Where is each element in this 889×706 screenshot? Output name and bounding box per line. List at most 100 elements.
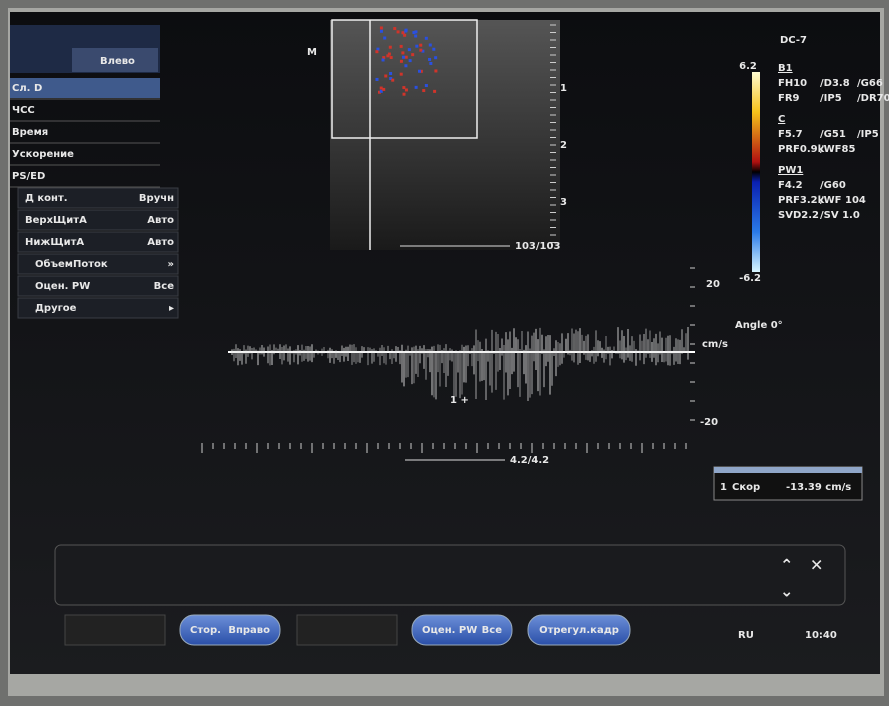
param-value: /G51 bbox=[820, 129, 846, 140]
menu-item[interactable] bbox=[17, 297, 179, 319]
color-flow-speckle bbox=[428, 43, 432, 47]
color-flow-speckle bbox=[418, 69, 422, 73]
param-value: /WF 104 bbox=[820, 195, 866, 206]
color-flow-speckle bbox=[386, 54, 390, 58]
color-flow-speckle bbox=[432, 47, 436, 51]
color-flow-speckle bbox=[399, 59, 403, 63]
depth-label: 3 bbox=[560, 197, 567, 208]
color-scale-max: 6.2 bbox=[739, 61, 757, 72]
menu-item-value: Вручн bbox=[139, 193, 174, 204]
menu-item-label: ОбъемПоток bbox=[35, 258, 108, 270]
velocity-label: -20 bbox=[700, 417, 718, 428]
color-flow-speckle bbox=[402, 92, 406, 96]
param-value: /DR70 bbox=[857, 93, 889, 104]
empty-slot bbox=[296, 614, 398, 646]
menu-item-label: Д конт. bbox=[25, 193, 68, 204]
param-value: /IP5 bbox=[820, 93, 842, 104]
color-flow-speckle bbox=[378, 90, 382, 94]
language-indicator: RU bbox=[738, 630, 754, 641]
soft-key-label: Отрегул.кадр bbox=[539, 625, 619, 636]
param-value: PRF3.2k bbox=[778, 195, 825, 206]
color-flow-speckle bbox=[404, 55, 408, 59]
color-flow-speckle bbox=[375, 50, 379, 54]
close-icon[interactable]: ✕ bbox=[810, 556, 823, 575]
soft-key[interactable] bbox=[527, 614, 631, 646]
param-value: /D3.8 bbox=[820, 78, 850, 89]
menu-item-label: Ускорение bbox=[12, 149, 74, 160]
menu-item-value: ▸ bbox=[169, 303, 174, 314]
depth-label: 2 bbox=[560, 140, 567, 151]
menu-item-value: Все bbox=[154, 281, 175, 292]
color-flow-speckle bbox=[421, 49, 425, 53]
color-flow-speckle bbox=[401, 51, 405, 55]
velocity-unit: cm/s bbox=[702, 339, 728, 350]
measurement-label: Скор bbox=[732, 482, 760, 493]
menu-item-label: ВерхЩитА bbox=[25, 215, 87, 226]
measurement-index: 1 bbox=[720, 482, 727, 493]
color-flow-speckle bbox=[428, 57, 432, 61]
param-value: F5.7 bbox=[778, 129, 803, 140]
soft-key[interactable] bbox=[411, 614, 513, 646]
color-bar bbox=[752, 72, 760, 272]
frame-counter: 103/103 bbox=[515, 241, 560, 252]
param-value: /G66 bbox=[857, 78, 883, 89]
menu-item-label: Оцен. PW bbox=[35, 281, 90, 292]
param-value: /G60 bbox=[820, 180, 846, 191]
color-flow-speckle bbox=[414, 34, 418, 38]
color-flow-speckle bbox=[411, 53, 415, 57]
color-flow-speckle bbox=[381, 58, 385, 62]
down-icon[interactable]: ⌄ bbox=[780, 582, 793, 601]
menu-item-label: Время bbox=[12, 127, 48, 138]
color-box bbox=[331, 19, 478, 139]
cursor-label: 1 + bbox=[450, 395, 469, 406]
param-value: /IP5 bbox=[857, 129, 879, 140]
menu-item[interactable] bbox=[17, 209, 179, 231]
color-flow-speckle bbox=[391, 78, 395, 82]
menu-tab-label: Влево bbox=[100, 56, 135, 67]
menu-item[interactable] bbox=[17, 275, 179, 297]
section-title: C bbox=[778, 114, 785, 125]
color-flow-speckle bbox=[396, 30, 400, 34]
color-scale-min: -6.2 bbox=[739, 273, 761, 284]
color-flow-speckle bbox=[412, 31, 416, 35]
color-flow-speckle bbox=[387, 52, 391, 56]
color-flow-speckle bbox=[382, 87, 386, 91]
color-flow-speckle bbox=[402, 86, 406, 90]
soft-key-value: Вправо bbox=[228, 625, 270, 636]
param-value: PRF0.9k bbox=[778, 144, 825, 155]
menu-item-selected[interactable] bbox=[10, 78, 160, 98]
color-flow-speckle bbox=[388, 45, 392, 49]
color-flow-speckle bbox=[419, 43, 423, 47]
menu-item-label: Другое bbox=[35, 303, 77, 314]
color-flow-speckle bbox=[407, 48, 411, 52]
color-flow-speckle bbox=[383, 36, 387, 40]
mode-marker: M bbox=[307, 47, 317, 58]
param-value: /SV 1.0 bbox=[820, 210, 860, 221]
menu-tab[interactable] bbox=[72, 48, 158, 72]
soft-key-value: Все bbox=[482, 625, 503, 636]
menu-item-label: ЧСС bbox=[12, 105, 35, 116]
color-flow-speckle bbox=[422, 89, 426, 93]
color-flow-speckle bbox=[379, 29, 383, 33]
color-flow-speckle bbox=[382, 56, 386, 60]
color-flow-speckle bbox=[393, 27, 397, 31]
b-mode-image bbox=[330, 20, 560, 250]
measurement-value: -13.39 cm/s bbox=[786, 482, 851, 493]
color-flow-speckle bbox=[379, 86, 383, 90]
param-value: FH10 bbox=[778, 78, 807, 89]
soft-key-label: Стор. bbox=[190, 625, 221, 636]
color-flow-speckle bbox=[414, 85, 418, 89]
menu-item[interactable] bbox=[17, 231, 179, 253]
menu-item[interactable] bbox=[17, 253, 179, 275]
menu-item[interactable] bbox=[17, 187, 179, 209]
menu-item-value: Авто bbox=[147, 215, 174, 226]
color-flow-speckle bbox=[401, 31, 405, 35]
soft-key-label: Оцен. PW bbox=[422, 625, 477, 636]
menu-item-value: Авто bbox=[147, 237, 174, 248]
soft-key[interactable] bbox=[179, 614, 281, 646]
menu-item-label: Сл. D bbox=[12, 83, 42, 94]
message-panel bbox=[54, 544, 846, 606]
color-flow-speckle bbox=[414, 30, 418, 34]
up-icon[interactable]: ⌃ bbox=[780, 556, 793, 575]
param-value: /WF85 bbox=[820, 144, 855, 155]
